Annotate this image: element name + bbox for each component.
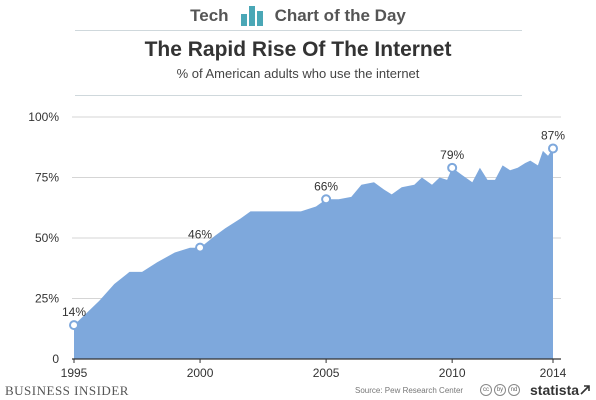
y-tick-label-25: 25% [35, 292, 59, 306]
chart-of-the-day-header: Tech Chart of the Day [0, 0, 596, 32]
chart-subtitle: % of American adults who use the interne… [176, 66, 420, 81]
cc-by-icon: by [494, 384, 506, 396]
title-rule [75, 95, 522, 96]
x-tick-label-2014: 2014 [540, 366, 567, 380]
source-note: Source: Pew Research Center [355, 386, 464, 395]
creative-commons-icons: cc by nd [480, 384, 520, 396]
cc-nd-icon: nd [508, 384, 520, 396]
series-area [74, 148, 553, 359]
x-tick-label-2000: 2000 [187, 366, 214, 380]
data-label-2000: 46% [188, 228, 212, 242]
header-rule [75, 30, 522, 31]
data-label-2005: 66% [314, 179, 338, 193]
section-brand: Tech [190, 6, 229, 25]
x-tick-label-2010: 2010 [439, 366, 466, 380]
data-point-2005 [321, 194, 332, 205]
data-label-2010: 79% [440, 148, 464, 162]
header-tagline: Chart of the Day [274, 6, 406, 25]
statista-logo: statista [530, 382, 580, 398]
data-point-1995 [69, 320, 79, 331]
publisher-logo: BUSINESS INSIDER [5, 383, 129, 398]
chart-title: The Rapid Rise Of The Internet [144, 38, 452, 61]
y-tick-label-0: 0 [52, 352, 59, 366]
y-tick-label-50: 50% [35, 231, 59, 245]
y-tick-label-75: 75% [35, 171, 59, 185]
x-tick-label-1995: 1995 [61, 366, 88, 380]
data-label-2014: 87% [541, 128, 565, 142]
statista-arrow-icon [580, 385, 590, 395]
cc-icon: cc [480, 384, 492, 396]
area-chart: 0 25% 50% 75% 100% 1995 2000 2005 2010 2014 14% 46%… [28, 110, 567, 380]
data-label-1995: 14% [62, 305, 86, 319]
data-point-2014 [548, 143, 558, 154]
data-point-2010 [447, 162, 458, 173]
data-point-2000 [195, 242, 206, 253]
y-tick-label-100: 100% [28, 110, 59, 124]
chart-logo-icon [240, 6, 263, 26]
x-tick-label-2005: 2005 [313, 366, 340, 380]
footer: BUSINESS INSIDER Source: Pew Research Ce… [0, 382, 596, 400]
